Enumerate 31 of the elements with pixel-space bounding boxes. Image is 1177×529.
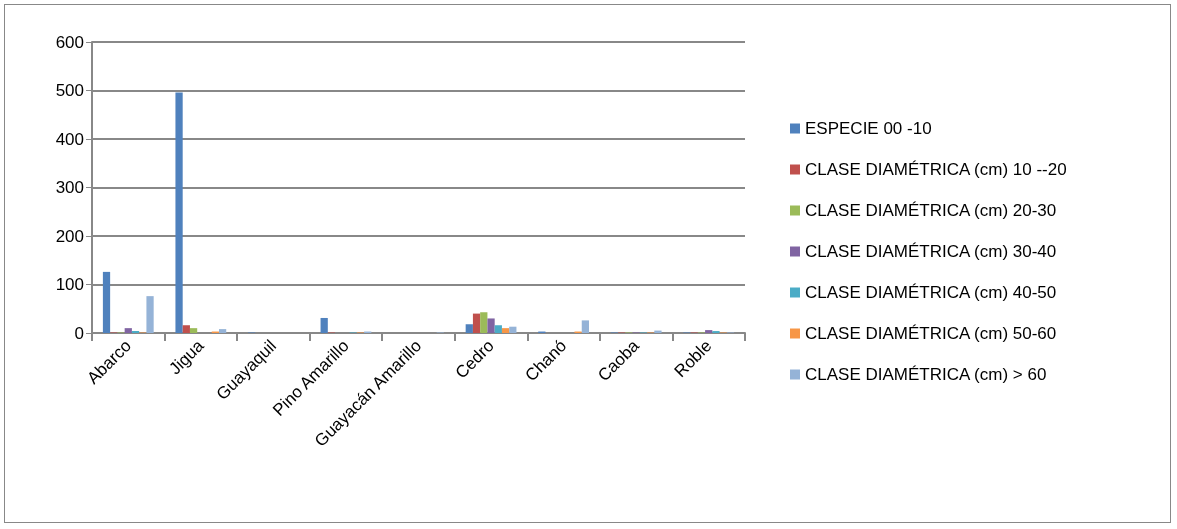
- legend-label: ESPECIE 00 -10: [805, 119, 932, 138]
- bar: [581, 320, 590, 333]
- y-tick-label: 200: [55, 226, 84, 246]
- y-tick-label: 300: [55, 178, 84, 197]
- bar: [472, 313, 481, 333]
- y-tick-label: 100: [55, 275, 84, 294]
- bar: [175, 92, 183, 333]
- bar: [218, 329, 227, 333]
- bar: [189, 328, 198, 333]
- bar: [146, 296, 154, 333]
- legend-label: CLASE DIAMÉTRICA (cm) > 60: [805, 365, 1047, 384]
- bar: [494, 325, 502, 333]
- bar: [480, 312, 488, 333]
- legend-label: CLASE DIAMÉTRICA (cm) 20-30: [805, 201, 1057, 220]
- y-tick-label: 0: [74, 323, 84, 343]
- bar: [487, 318, 495, 333]
- bar: [124, 328, 132, 333]
- bar: [705, 330, 713, 333]
- bar: [465, 324, 473, 333]
- legend-label: CLASE DIAMÉTRICA (cm) 40-50: [805, 283, 1057, 302]
- legend-label: CLASE DIAMÉTRICA (cm) 10 --20: [805, 160, 1067, 179]
- y-tick-label: 600: [55, 32, 84, 52]
- y-tick-label: 500: [55, 81, 84, 100]
- bar: [320, 317, 328, 333]
- legend-label: CLASE DIAMÉTRICA (cm) 50-60: [805, 324, 1057, 343]
- bar: [182, 325, 190, 333]
- legend-label: CLASE DIAMÉTRICA (cm) 30-40: [805, 242, 1057, 261]
- y-tick-label: 400: [55, 129, 84, 149]
- bar: [509, 326, 517, 333]
- bar: [501, 328, 510, 333]
- bar: [102, 271, 111, 333]
